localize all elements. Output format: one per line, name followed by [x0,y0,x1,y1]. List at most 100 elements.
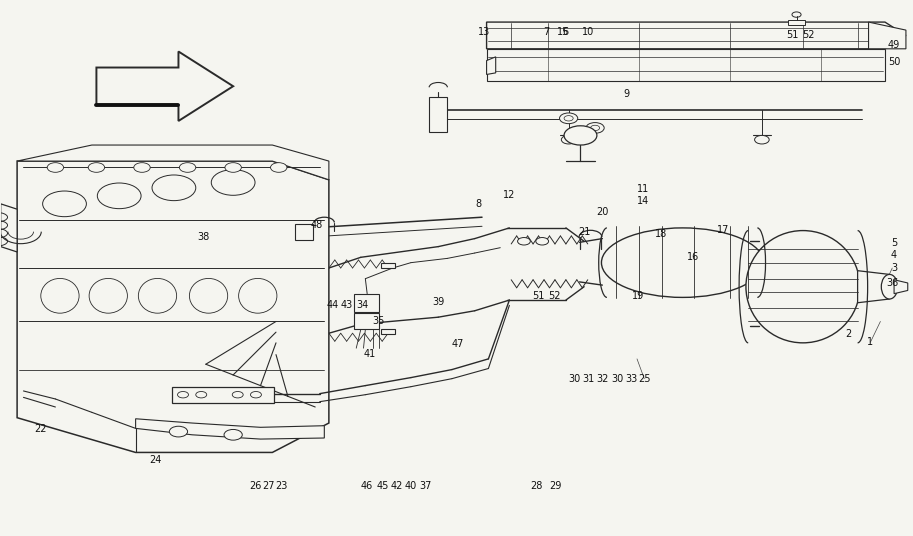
Ellipse shape [43,191,87,217]
Text: 38: 38 [197,232,209,242]
Ellipse shape [881,274,897,299]
Polygon shape [354,294,379,312]
Text: 7: 7 [542,27,549,36]
Polygon shape [857,271,889,303]
Circle shape [47,163,64,172]
Text: 12: 12 [503,190,516,200]
Text: 42: 42 [391,481,404,491]
Text: 17: 17 [718,225,729,235]
Circle shape [232,391,243,398]
Text: 48: 48 [311,220,323,230]
Text: 52: 52 [803,31,814,40]
Text: 16: 16 [687,252,699,262]
Text: 9: 9 [623,89,629,99]
Text: 52: 52 [548,292,561,301]
Polygon shape [381,263,394,268]
Polygon shape [295,224,313,240]
Text: 47: 47 [451,339,464,349]
Text: 30: 30 [612,374,624,384]
Circle shape [250,391,261,398]
Text: 32: 32 [596,374,609,384]
Polygon shape [17,161,329,452]
Circle shape [89,163,105,172]
Text: 15: 15 [557,27,570,36]
Text: 29: 29 [549,481,561,491]
Polygon shape [788,20,804,25]
Polygon shape [17,145,329,180]
Text: 34: 34 [356,300,369,310]
Text: 2: 2 [845,329,852,339]
Text: 39: 39 [432,297,445,307]
Text: 51: 51 [786,31,798,40]
Ellipse shape [746,230,860,343]
Polygon shape [172,386,274,403]
Text: 28: 28 [530,481,543,491]
Polygon shape [487,57,496,75]
Text: 44: 44 [326,300,339,310]
Text: 33: 33 [625,374,637,384]
Text: 50: 50 [887,57,900,67]
Ellipse shape [238,278,277,313]
Text: 1: 1 [867,337,874,347]
Text: 37: 37 [419,481,432,491]
Text: 23: 23 [276,481,288,491]
Circle shape [561,136,576,144]
Text: 18: 18 [655,229,666,239]
Ellipse shape [602,228,763,297]
Text: 36: 36 [887,278,898,288]
Text: 25: 25 [638,374,651,384]
Ellipse shape [98,183,142,209]
Circle shape [536,237,549,245]
Text: 43: 43 [341,300,353,310]
Text: 51: 51 [532,292,545,301]
Polygon shape [487,49,885,81]
Text: 35: 35 [372,316,384,326]
Text: 10: 10 [582,27,593,36]
Text: 20: 20 [596,207,609,218]
Polygon shape [429,97,447,132]
Circle shape [591,125,600,131]
Ellipse shape [41,278,79,313]
Text: 5: 5 [891,239,897,248]
Text: 26: 26 [249,481,261,491]
Polygon shape [894,280,908,294]
Polygon shape [487,22,906,49]
Text: 46: 46 [361,481,373,491]
Text: 8: 8 [476,199,481,209]
Polygon shape [1,204,17,252]
Text: 27: 27 [262,481,275,491]
Text: 4: 4 [891,250,897,260]
Text: 30: 30 [568,374,581,384]
Polygon shape [868,22,906,49]
Text: 22: 22 [35,425,47,435]
Circle shape [564,116,573,121]
Circle shape [224,429,242,440]
Ellipse shape [189,278,227,313]
Text: 6: 6 [562,27,569,36]
Text: 14: 14 [637,196,649,206]
Polygon shape [381,329,394,334]
Ellipse shape [89,278,128,313]
Text: 45: 45 [376,481,389,491]
Text: 31: 31 [582,374,594,384]
Polygon shape [97,51,233,121]
Text: 3: 3 [891,263,897,273]
Text: 21: 21 [578,227,591,237]
Text: 13: 13 [477,27,490,36]
Text: 40: 40 [404,481,417,491]
Text: 41: 41 [363,348,376,359]
Circle shape [755,136,769,144]
Text: 19: 19 [632,292,644,301]
Circle shape [195,391,206,398]
Circle shape [225,163,241,172]
Circle shape [564,126,597,145]
Polygon shape [354,314,379,330]
Ellipse shape [211,169,255,195]
Circle shape [560,113,578,124]
Circle shape [518,237,530,245]
Circle shape [134,163,151,172]
Polygon shape [136,419,324,439]
Circle shape [169,426,187,437]
Circle shape [586,123,604,133]
Ellipse shape [152,175,195,200]
